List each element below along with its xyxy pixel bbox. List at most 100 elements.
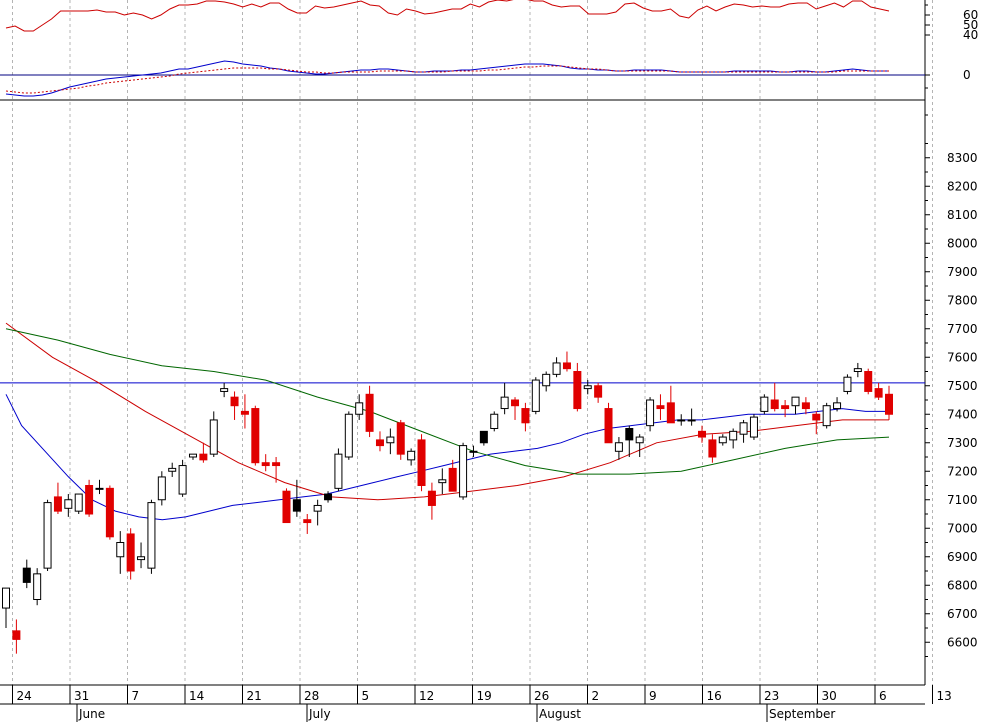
candle-body bbox=[730, 431, 737, 440]
candle bbox=[699, 426, 706, 443]
candle bbox=[709, 434, 716, 463]
candle bbox=[158, 471, 165, 505]
indicator-series-0 bbox=[6, 0, 889, 31]
candle-body bbox=[127, 534, 134, 571]
candle-body bbox=[688, 420, 695, 421]
candle bbox=[283, 488, 290, 522]
candle bbox=[532, 377, 539, 414]
candle bbox=[543, 372, 550, 392]
candle-body bbox=[875, 389, 882, 398]
candle bbox=[730, 429, 737, 449]
candle bbox=[96, 480, 103, 494]
candle-body bbox=[13, 631, 20, 640]
month-label: September bbox=[769, 707, 835, 721]
candle bbox=[13, 619, 20, 653]
candle-body bbox=[782, 406, 789, 409]
candle-body bbox=[408, 451, 415, 460]
candle-body bbox=[501, 397, 508, 408]
candle-body bbox=[771, 400, 778, 409]
x-tick-label: 19 bbox=[477, 689, 492, 703]
indicator-y-label: 40 bbox=[963, 28, 978, 42]
y-tick-label: 7000 bbox=[947, 521, 978, 535]
candle bbox=[387, 429, 394, 455]
candle-body bbox=[34, 574, 41, 600]
x-tick-label: 2 bbox=[592, 689, 600, 703]
candle bbox=[574, 363, 581, 411]
month-label: August bbox=[539, 707, 581, 721]
x-tick-label: 31 bbox=[74, 689, 89, 703]
candle bbox=[34, 568, 41, 605]
candle-body bbox=[709, 440, 716, 457]
candle-body bbox=[335, 454, 342, 488]
x-tick-label: 30 bbox=[822, 689, 837, 703]
candle bbox=[3, 588, 10, 628]
candle-body bbox=[65, 500, 72, 509]
candle-body bbox=[522, 409, 529, 423]
candle-body bbox=[532, 380, 539, 411]
candle-body bbox=[636, 437, 643, 443]
candle-body bbox=[86, 486, 93, 515]
candle-body bbox=[44, 503, 51, 569]
candle bbox=[44, 500, 51, 571]
candle-body bbox=[273, 463, 280, 466]
candle bbox=[273, 457, 280, 483]
candle bbox=[428, 483, 435, 520]
candle bbox=[376, 431, 383, 451]
y-tick-label: 7600 bbox=[947, 350, 978, 364]
candle bbox=[823, 403, 830, 429]
candle bbox=[595, 383, 602, 403]
y-tick-label: 7300 bbox=[947, 436, 978, 450]
candle-body bbox=[823, 406, 830, 426]
candle-body bbox=[844, 377, 851, 391]
x-tick-label: 21 bbox=[247, 689, 262, 703]
candle-body bbox=[595, 386, 602, 397]
candle bbox=[802, 397, 809, 414]
candle-body bbox=[397, 423, 404, 454]
y-tick-label: 8200 bbox=[947, 179, 978, 193]
candle-body bbox=[356, 403, 363, 414]
chart-frame bbox=[0, 0, 925, 704]
candle bbox=[169, 463, 176, 477]
candlesticks bbox=[3, 352, 893, 654]
candle-body bbox=[543, 374, 550, 385]
candle bbox=[460, 443, 467, 500]
candle bbox=[667, 386, 674, 423]
candle-body bbox=[439, 480, 446, 483]
x-tick-label: 23 bbox=[764, 689, 779, 703]
candle bbox=[439, 468, 446, 494]
y-tick-label: 7400 bbox=[947, 407, 978, 421]
indicator-series-1 bbox=[6, 61, 889, 96]
candle bbox=[189, 454, 196, 460]
candle bbox=[314, 500, 321, 526]
candle-body bbox=[376, 440, 383, 446]
indicator-panel bbox=[0, 0, 925, 96]
candle-body bbox=[657, 406, 664, 409]
candle bbox=[179, 460, 186, 497]
candle-body bbox=[241, 411, 248, 414]
candle bbox=[615, 437, 622, 460]
candle bbox=[65, 494, 72, 517]
x-tick-label: 16 bbox=[707, 689, 722, 703]
candle-body bbox=[231, 397, 238, 406]
candle-body bbox=[23, 568, 30, 582]
candle-body bbox=[387, 437, 394, 443]
candle bbox=[750, 414, 757, 440]
candle bbox=[470, 446, 477, 457]
candle bbox=[356, 394, 363, 420]
candle-body bbox=[491, 414, 498, 428]
candle-body bbox=[854, 369, 861, 372]
candle bbox=[408, 448, 415, 465]
candle-body bbox=[75, 494, 82, 511]
candle-body bbox=[283, 491, 290, 522]
candle bbox=[719, 434, 726, 445]
candle bbox=[200, 443, 207, 463]
candle-body bbox=[834, 403, 841, 409]
candle-body bbox=[470, 451, 477, 452]
candle bbox=[252, 406, 259, 466]
y-tick-label: 7500 bbox=[947, 379, 978, 393]
y-tick-label: 7200 bbox=[947, 464, 978, 478]
candle-body bbox=[740, 423, 747, 434]
candle bbox=[647, 397, 654, 431]
month-label: June bbox=[78, 707, 105, 721]
